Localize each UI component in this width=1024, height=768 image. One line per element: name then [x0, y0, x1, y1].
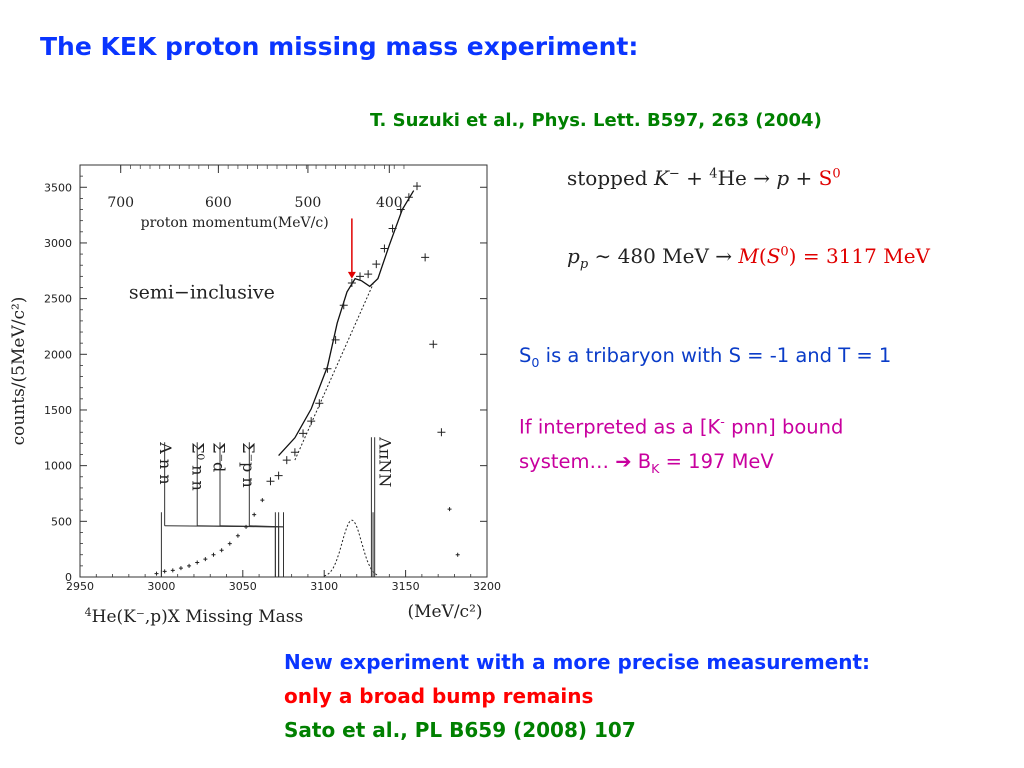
data-point: [274, 471, 283, 480]
data-point: [315, 399, 324, 408]
data-point: [227, 541, 232, 546]
x-axis-unit: (MeV/c²): [407, 602, 482, 622]
y-tick-label: 3000: [44, 237, 72, 250]
tribaryon-note: S0 is a tribaryon with S = -1 and T = 1: [519, 344, 892, 370]
top-axis-tick-label: 500: [295, 195, 322, 211]
threshold-label: Σ⁰ n n: [188, 442, 207, 491]
y-axis-label: counts/(5MeV/c²): [9, 297, 29, 446]
new-experiment-note: New experiment with a more precise measu…: [284, 650, 871, 674]
slide-title: The KEK proton missing mass experiment:: [40, 32, 639, 61]
data-point: [260, 498, 265, 503]
threshold-label: Λ n n: [156, 441, 175, 484]
x-tick-label: 2950: [66, 580, 94, 593]
missing-mass-chart: 0 500 1000 1500 2000 2500 3000 3500 2950 3000 3050…: [9, 164, 501, 627]
data-point: [380, 244, 389, 253]
y-tick-label: 0: [65, 571, 72, 584]
x-tick-label: 3200: [473, 580, 501, 593]
broad-bump-note: only a broad bump remains: [284, 684, 594, 708]
reaction-equation: stopped K− + 4He → p + S0: [567, 166, 841, 190]
data-point: [339, 301, 348, 310]
top-axis-tick-label: 600: [205, 195, 232, 211]
data-point: [331, 335, 340, 344]
data-point: [235, 533, 240, 538]
threshold-label: Σ⁻p n: [239, 442, 258, 487]
data-point: [266, 477, 275, 486]
x-tick-label: 3050: [229, 580, 257, 593]
data-point: [162, 569, 167, 574]
arrow-icon: ➔: [615, 450, 632, 473]
data-point: [388, 224, 397, 233]
y-tick-label: 500: [51, 515, 72, 528]
threshold-bracket: [249, 525, 284, 528]
data-point: [396, 205, 405, 214]
data-point: [372, 260, 381, 269]
data-point: [437, 428, 446, 437]
y-tick-label: 3500: [44, 181, 72, 194]
y-tick-label: 2000: [44, 348, 72, 361]
inset-label: semi−inclusive: [129, 282, 275, 304]
data-point: [299, 429, 308, 438]
fit-curve: [278, 190, 415, 457]
data-point: [455, 552, 460, 557]
data-point: [219, 548, 224, 553]
data-point: [187, 563, 192, 568]
x-tick-label: 3150: [392, 580, 420, 593]
sato-reference: Sato et al., PL B659 (2008) 107: [284, 718, 636, 742]
data-point: [195, 560, 200, 565]
data-point: [290, 448, 299, 457]
background-line: [294, 283, 374, 461]
data-point: [429, 340, 438, 349]
top-axis-label: proton momentum(MeV/c): [141, 215, 329, 231]
threshold-label: ΛπNN: [376, 436, 395, 487]
data-point: [421, 253, 430, 262]
data-point: [307, 417, 316, 426]
binding-energy-note: system… ➔ BK = 197 MeV: [519, 450, 774, 476]
reference-citation: T. Suzuki et al., Phys. Lett. B597, 263 …: [370, 110, 822, 131]
data-point: [364, 270, 373, 279]
interpretation-note: If interpreted as a [K- pnn] bound: [519, 414, 844, 439]
data-point: [244, 524, 249, 529]
data-point: [211, 552, 216, 557]
y-tick-label: 1500: [44, 404, 72, 417]
x-tick-label: 3100: [310, 580, 338, 593]
top-axis-tick-label: 700: [107, 195, 134, 211]
data-point: [323, 364, 332, 373]
peak-arrow-head: [347, 271, 356, 279]
x-tick-label: 3000: [147, 580, 175, 593]
y-tick-label: 1000: [44, 460, 72, 473]
data-point: [282, 456, 291, 465]
data-point: [347, 279, 356, 288]
x-axis-label: 4He(K⁻,p)X Missing Mass: [85, 606, 304, 627]
data-point: [170, 568, 175, 573]
data-point: [203, 557, 208, 562]
data-point: [178, 566, 183, 571]
data-point: [252, 512, 257, 517]
data-point: [412, 182, 421, 191]
data-point: [404, 193, 413, 202]
threshold-label: Σ⁻d: [209, 442, 228, 472]
data-point: [154, 571, 159, 576]
mass-equation: pp ∼ 480 MeV → M(S0) = 3117 MeV: [567, 244, 930, 272]
y-tick-label: 2500: [44, 293, 72, 306]
data-point: [447, 507, 452, 512]
data-point: [356, 272, 365, 281]
top-axis-tick-label: 400: [376, 195, 403, 211]
signal-gaussian: [324, 519, 379, 577]
